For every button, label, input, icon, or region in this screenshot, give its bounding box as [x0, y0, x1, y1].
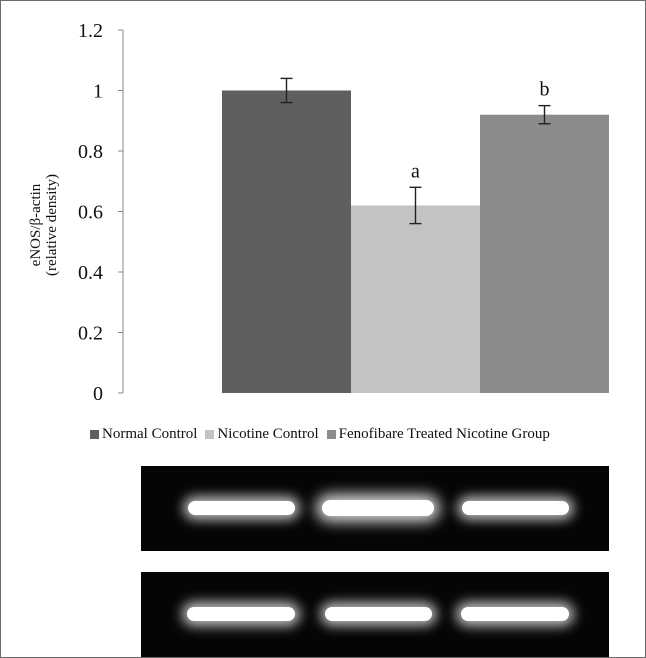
legend-item: Nicotine Control	[205, 426, 319, 443]
gel-band	[324, 607, 432, 621]
gel-band	[461, 607, 569, 621]
bar	[351, 205, 480, 393]
legend: Normal Control Nicotine Control Fenofibare…	[90, 426, 646, 443]
bars: ab	[222, 77, 609, 393]
gel-blot-beta-actin	[141, 572, 609, 657]
y-axis: 0 0.2 0.4 0.6 0.8 1 1.2	[78, 20, 124, 405]
y-tick-label: 0.6	[78, 202, 103, 224]
legend-item: Fenofibare Treated Nicotine Group	[326, 426, 550, 443]
legend-label: Fenofibare Treated Nicotine Group	[338, 426, 550, 442]
y-tick-label: 0.2	[78, 323, 103, 345]
significance-label: a	[411, 160, 420, 182]
legend-label: Normal Control	[102, 426, 198, 442]
bar	[222, 90, 351, 393]
y-tick-label: 0	[93, 383, 103, 405]
bar-chart: 00.20.40.60.811.2 ab eNOS/β-actin (relat…	[28, 20, 609, 405]
y-tick-label: 1	[93, 81, 103, 103]
significance-label: b	[540, 79, 550, 101]
y-tick-label: 1.2	[78, 20, 103, 42]
legend-swatch	[90, 430, 99, 439]
legend-swatch	[326, 430, 336, 439]
legend-item: Normal Control	[90, 426, 197, 443]
y-axis-label-line1: eNOS/β-actin	[28, 183, 44, 266]
legend-label: Nicotine Control	[217, 426, 319, 442]
y-axis-label-line2: (relative density)	[44, 174, 60, 276]
gel-blot-enos	[141, 466, 609, 551]
gel-band	[187, 607, 295, 621]
bar	[480, 114, 609, 393]
legend-swatch	[205, 430, 215, 439]
gel-band	[322, 500, 434, 516]
y-tick-label: 0.8	[78, 141, 103, 163]
y-tick-label: 0.4	[78, 262, 103, 284]
gel-band	[187, 501, 295, 515]
gel-band	[461, 501, 569, 515]
